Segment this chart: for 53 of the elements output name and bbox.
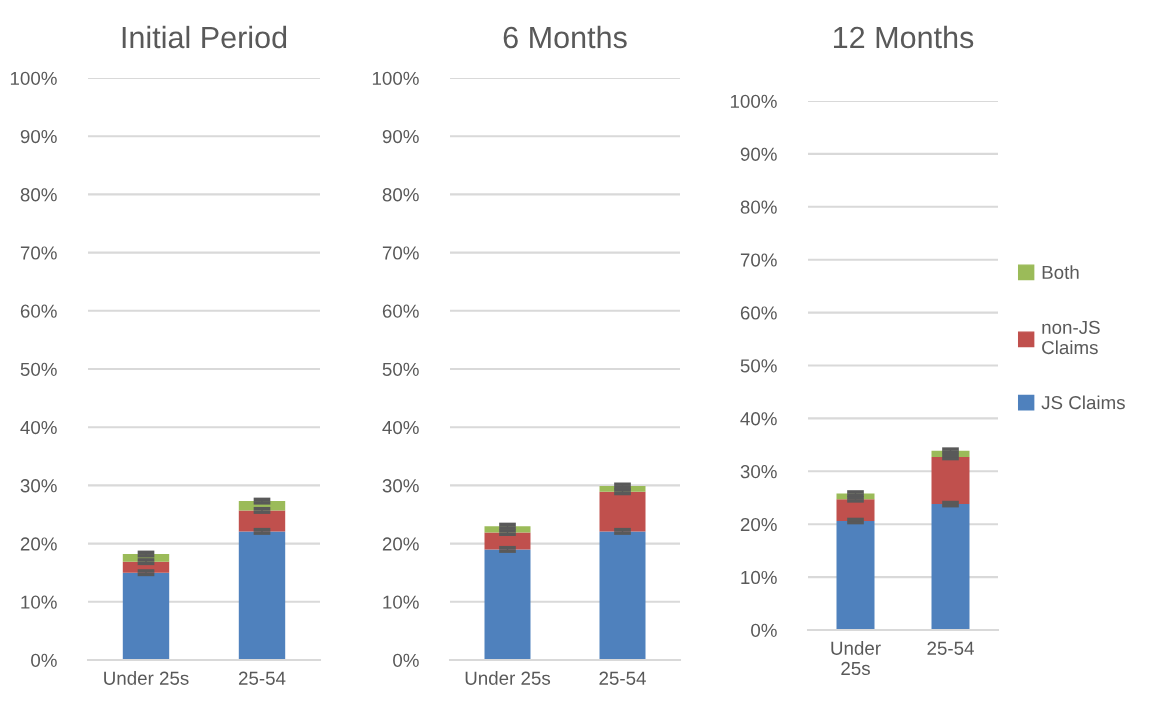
chart-title: 6 Months (503, 25, 627, 49)
y-tick-label: 10% (741, 570, 777, 585)
bar (599, 491, 646, 532)
x-tick-label: 25-54 (927, 641, 974, 655)
bar (484, 549, 531, 660)
y-tick-label: 80% (740, 200, 777, 214)
y-tick-label: 0% (751, 623, 777, 637)
x-tick-label: 25-54 (599, 671, 646, 685)
y-tick-label: 90% (20, 129, 57, 144)
x-tick-label: Under 25s (104, 671, 189, 685)
y-tick-label: 50% (20, 362, 57, 376)
bar (238, 531, 286, 660)
y-tick-label: 40% (20, 420, 57, 435)
y-tick-label: 20% (382, 537, 419, 551)
bar (931, 457, 970, 505)
y-tick-label: 40% (382, 420, 419, 435)
x-tick-label: Under 25s (831, 641, 881, 676)
chart-title: Initial Period (122, 25, 287, 49)
y-tick-label: 70% (740, 253, 777, 267)
y-tick-label: 60% (20, 304, 57, 318)
y-tick-label: 30% (382, 479, 419, 493)
y-tick-label: 60% (740, 306, 777, 320)
y-tick-label: 80% (382, 188, 419, 202)
y-tick-label: 50% (382, 362, 419, 376)
y-tick-label: 0% (393, 653, 419, 667)
y-tick-label: 30% (20, 479, 57, 493)
bar (122, 572, 170, 660)
legend-label: JS Claims (1041, 395, 1125, 410)
x-tick-label: Under 25s (465, 671, 551, 685)
y-tick-label: 70% (20, 246, 57, 260)
y-tick-label: 90% (382, 129, 419, 144)
legend-label: non-JS Claims (1042, 320, 1100, 355)
chart-title: 12 Months (834, 25, 974, 49)
bar (599, 531, 646, 660)
y-tick-label: 100% (730, 94, 777, 108)
y-tick-label: 0% (31, 653, 57, 667)
bar (836, 521, 875, 630)
y-tick-label: 100% (10, 71, 57, 85)
y-tick-label: 50% (740, 359, 777, 373)
x-tick-label: 25-54 (238, 671, 286, 685)
y-tick-label: 100% (372, 71, 419, 85)
y-tick-label: 20% (20, 537, 57, 551)
y-tick-label: 10% (21, 595, 57, 609)
y-tick-label: 70% (382, 246, 419, 260)
y-tick-label: 40% (740, 412, 777, 426)
y-tick-label: 30% (740, 465, 777, 479)
y-tick-label: 90% (740, 147, 777, 161)
bar (931, 504, 970, 630)
y-tick-label: 60% (382, 304, 419, 318)
y-tick-label: 20% (740, 517, 777, 532)
y-tick-label: 10% (383, 595, 419, 609)
y-tick-label: 80% (20, 188, 57, 202)
legend-label: Both (1042, 265, 1079, 280)
